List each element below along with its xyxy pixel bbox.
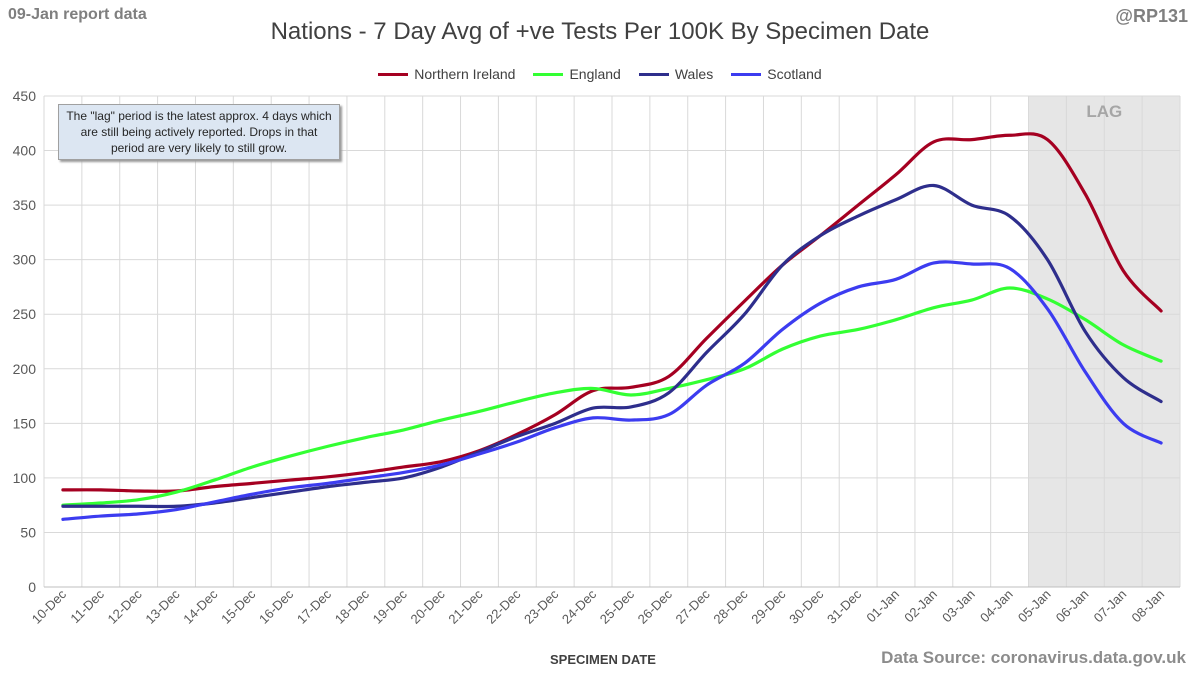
report-date-label: 09-Jan report data bbox=[8, 6, 147, 23]
x-tick-label: 05-Jan bbox=[1015, 587, 1054, 626]
x-tick-label: 13-Dec bbox=[142, 586, 183, 627]
y-tick-label: 200 bbox=[13, 361, 37, 377]
x-tick-label: 15-Dec bbox=[218, 586, 259, 627]
author-handle: @RP131 bbox=[1115, 6, 1188, 26]
y-tick-label: 400 bbox=[13, 143, 37, 159]
data-source: Data Source: coronavirus.data.gov.uk bbox=[881, 648, 1186, 667]
x-tick-label: 20-Dec bbox=[407, 586, 448, 627]
y-tick-label: 450 bbox=[13, 88, 37, 104]
x-tick-label: 04-Jan bbox=[977, 587, 1016, 626]
x-tick-label: 16-Dec bbox=[256, 586, 297, 627]
legend-swatch bbox=[638, 72, 669, 76]
x-tick-label: 31-Dec bbox=[824, 586, 865, 627]
legend: Northern Ireland England Wales Scotland bbox=[0, 66, 1200, 82]
legend-swatch bbox=[533, 72, 564, 76]
x-tick-label: 11-Dec bbox=[67, 586, 107, 626]
y-tick-label: 50 bbox=[20, 524, 36, 540]
series-line-england bbox=[61, 286, 1163, 507]
y-tick-label: 300 bbox=[13, 252, 37, 268]
x-tick-label: 12-Dec bbox=[105, 586, 146, 627]
legend-item-scotland: Scotland bbox=[731, 66, 822, 82]
x-tick-label: 29-Dec bbox=[748, 586, 789, 627]
y-tick-label: 0 bbox=[28, 579, 36, 595]
legend-swatch bbox=[731, 72, 762, 76]
x-tick-label: 19-Dec bbox=[370, 586, 411, 627]
x-tick-label: 30-Dec bbox=[786, 586, 827, 627]
x-tick-label: 03-Jan bbox=[939, 587, 978, 626]
legend-label: England bbox=[569, 66, 621, 82]
x-tick-label: 23-Dec bbox=[521, 586, 562, 627]
series-lines bbox=[61, 132, 1163, 521]
x-tick-label: 24-Dec bbox=[559, 586, 600, 627]
x-tick-label: 27-Dec bbox=[673, 586, 714, 627]
series-line-northern-ireland bbox=[61, 132, 1163, 493]
x-tick-label: 21-Dec bbox=[445, 586, 486, 627]
x-tick-label: 22-Dec bbox=[483, 586, 524, 627]
x-tick-label: 28-Dec bbox=[710, 586, 751, 627]
y-tick-label: 100 bbox=[13, 470, 37, 486]
gridlines bbox=[43, 95, 1181, 588]
x-axis-title: SPECIMEN DATE bbox=[550, 652, 656, 667]
legend-label: Northern Ireland bbox=[414, 66, 516, 82]
x-tick-label: 02-Jan bbox=[901, 587, 940, 626]
x-tick-label: 07-Jan bbox=[1091, 587, 1130, 626]
x-tick-label: 08-Jan bbox=[1128, 587, 1167, 626]
lag-note: The "lag" period is the latest approx. 4… bbox=[58, 104, 340, 160]
x-tick-label: 25-Dec bbox=[597, 586, 638, 627]
x-tick-label: 26-Dec bbox=[635, 586, 676, 627]
x-tick-label: 14-Dec bbox=[180, 586, 221, 627]
series-line-scotland bbox=[61, 260, 1163, 521]
x-tick-label: 01-Jan bbox=[863, 587, 902, 626]
y-axis-ticks: 0 50 100 150 200 250 300 350 400 450 bbox=[13, 88, 37, 595]
legend-item-wales: Wales bbox=[638, 66, 714, 82]
legend-label: Scotland bbox=[767, 66, 822, 82]
x-tick-label: 17-Dec bbox=[294, 586, 335, 627]
series-line-wales bbox=[61, 183, 1163, 509]
y-tick-label: 250 bbox=[13, 306, 37, 322]
legend-item-northern-ireland: Northern Ireland bbox=[378, 66, 515, 82]
legend-swatch bbox=[378, 72, 409, 76]
lag-label: LAG bbox=[1086, 102, 1122, 121]
legend-label: Wales bbox=[674, 66, 714, 82]
y-tick-label: 150 bbox=[13, 415, 37, 431]
x-tick-label: 18-Dec bbox=[332, 586, 373, 627]
chart-title: Nations - 7 Day Avg of +ve Tests Per 100… bbox=[270, 18, 930, 45]
legend-item-england: England bbox=[533, 66, 621, 82]
x-axis-ticks: 10-Dec11-Dec12-Dec13-Dec14-Dec15-Dec16-D… bbox=[29, 586, 1167, 627]
x-tick-label: 06-Jan bbox=[1053, 587, 1092, 626]
y-tick-label: 350 bbox=[13, 197, 37, 213]
